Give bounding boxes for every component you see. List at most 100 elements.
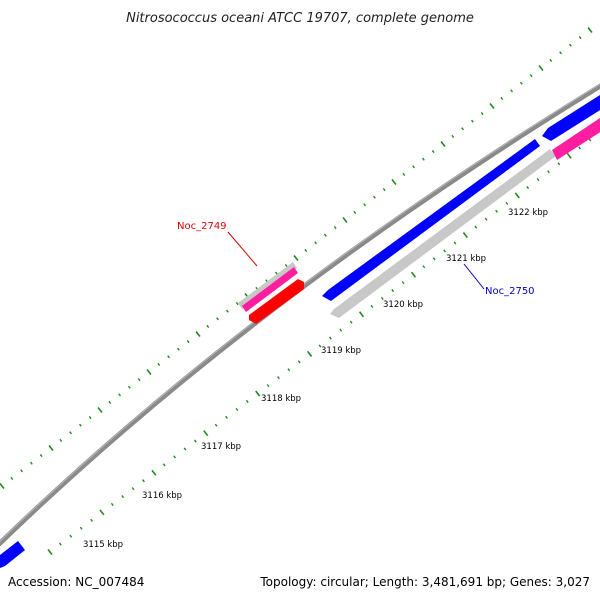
minor-tick <box>431 150 435 154</box>
minor-tick <box>137 378 141 382</box>
minor-tick <box>127 385 131 389</box>
footer-accession: Accession: NC_007484 <box>8 575 144 589</box>
minor-tick <box>206 324 210 328</box>
map-title: Nitrosococcus oceani ATCC 19707, complet… <box>126 11 474 26</box>
gene-blue-bottom <box>0 541 25 568</box>
gene-pink-right <box>552 118 600 160</box>
minor-tick <box>536 178 540 182</box>
minor-tick <box>266 384 270 388</box>
minor-tick <box>235 302 239 306</box>
minor-tick <box>59 438 63 442</box>
minor-tick <box>162 463 166 467</box>
backbone-arc <box>0 83 600 547</box>
tick-label-3115: 3115 kbp <box>83 540 123 550</box>
major-tick <box>97 406 103 414</box>
minor-tick <box>505 201 509 205</box>
minor-tick <box>412 165 416 169</box>
major-tick <box>566 152 572 159</box>
minor-tick <box>495 209 498 213</box>
minor-tick <box>474 225 478 229</box>
major-tick <box>0 482 5 490</box>
major-tick <box>307 350 313 357</box>
minor-tick <box>557 162 561 166</box>
major-tick <box>440 140 446 148</box>
minor-tick <box>588 138 592 142</box>
major-tick <box>99 509 105 516</box>
gene-gray-small <box>238 262 297 309</box>
major-tick <box>358 311 365 318</box>
minor-tick <box>225 415 228 419</box>
minor-tick <box>547 170 550 174</box>
major-tick <box>391 178 397 186</box>
major-tick <box>146 368 152 376</box>
minor-tick <box>20 469 24 473</box>
minor-tick <box>186 340 190 344</box>
minor-tick <box>108 400 112 404</box>
minor-tick <box>526 186 530 190</box>
gene-gray-main <box>330 149 556 318</box>
minor-tick <box>78 423 82 427</box>
tick-label-3121: 3121 kbp <box>446 254 486 264</box>
major-tick <box>203 430 209 437</box>
minor-tick <box>339 328 343 332</box>
minor-tick <box>118 393 122 397</box>
minor-tick <box>484 217 488 221</box>
minor-tick <box>225 309 229 313</box>
minor-tick <box>88 416 92 420</box>
major-tick <box>410 271 417 278</box>
tick-label-3116: 3116 kbp <box>142 491 182 501</box>
major-tick <box>489 102 495 110</box>
major-tick <box>151 469 157 476</box>
minor-tick <box>432 257 436 261</box>
minor-tick <box>157 362 161 366</box>
minor-tick <box>578 146 582 150</box>
tick-label-3119: 3119 kbp <box>321 346 361 356</box>
minor-tick <box>297 360 301 364</box>
minor-tick <box>382 188 386 192</box>
major-tick <box>48 444 54 452</box>
major-tick <box>462 232 468 239</box>
minor-tick <box>363 203 367 207</box>
minor-tick <box>422 265 426 269</box>
minor-tick <box>328 336 332 340</box>
minor-tick <box>451 134 455 138</box>
callout-label-noc-2749: Noc_2749 <box>177 221 227 232</box>
tick-label-3122: 3122 kbp <box>508 208 548 218</box>
major-tick <box>195 330 201 338</box>
minor-tick <box>318 344 322 348</box>
minor-tick <box>176 347 180 351</box>
major-tick <box>47 548 53 556</box>
minor-tick <box>173 455 177 459</box>
minor-tick <box>380 296 384 300</box>
minor-tick <box>421 157 425 161</box>
gene-pink-small <box>242 267 298 312</box>
minor-tick <box>559 51 563 55</box>
minor-tick <box>235 407 239 411</box>
minor-tick <box>29 461 33 465</box>
minor-tick <box>568 43 572 47</box>
minor-tick <box>323 233 327 237</box>
minor-tick <box>277 376 280 380</box>
minor-tick <box>216 317 220 321</box>
tick-label-3118: 3118 kbp <box>261 394 301 404</box>
minor-tick <box>142 479 145 483</box>
minor-tick <box>284 264 288 268</box>
major-tick <box>538 64 544 72</box>
minor-tick <box>461 127 465 131</box>
minor-tick <box>110 502 114 506</box>
minor-tick <box>39 454 43 458</box>
minor-tick <box>391 289 395 293</box>
gene-blue-right <box>542 95 600 141</box>
minor-tick <box>529 74 533 78</box>
minor-tick <box>470 119 474 123</box>
callout-line-noc-2750 <box>463 263 485 290</box>
minor-tick <box>274 271 278 275</box>
tick-label-3120: 3120 kbp <box>383 300 423 310</box>
minor-tick <box>183 447 187 451</box>
minor-tick <box>453 241 457 245</box>
inner-tick-track <box>47 138 592 556</box>
minor-tick <box>370 304 374 308</box>
gene-blue-main <box>322 139 540 301</box>
minor-tick <box>131 487 135 491</box>
minor-tick <box>314 241 318 245</box>
